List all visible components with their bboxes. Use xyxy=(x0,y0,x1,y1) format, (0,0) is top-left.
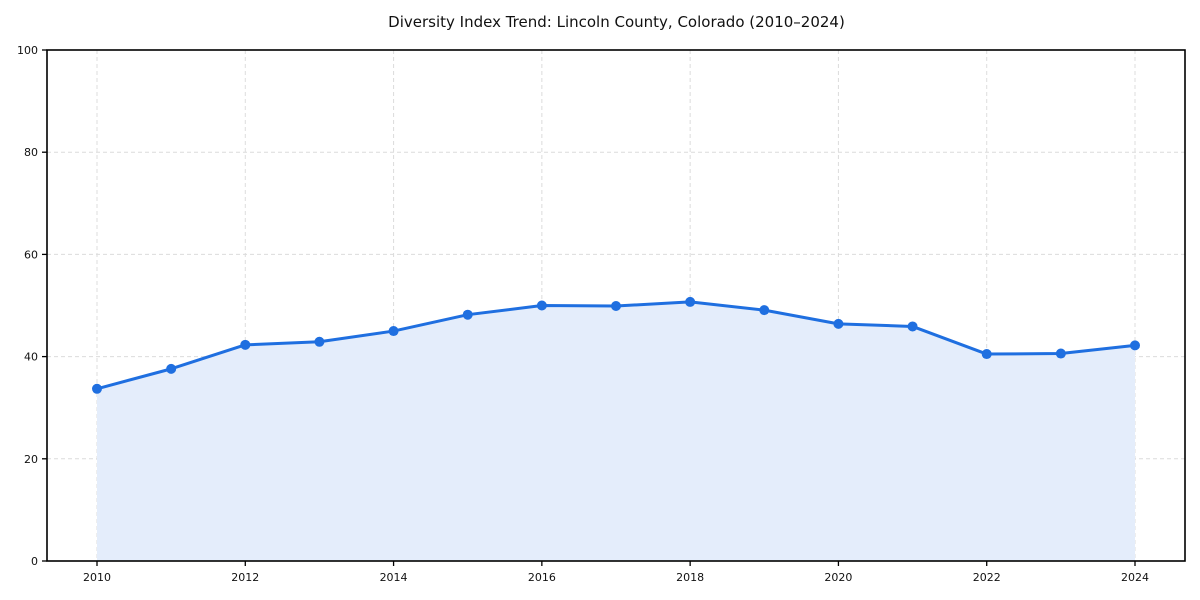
x-tick-label: 2016 xyxy=(528,571,556,584)
x-tick-label: 2010 xyxy=(83,571,111,584)
data-point xyxy=(1055,348,1066,359)
data-point xyxy=(833,318,844,329)
y-tick-label: 80 xyxy=(24,146,38,159)
data-point xyxy=(462,309,473,320)
y-tick-label: 60 xyxy=(24,248,38,261)
data-point xyxy=(240,339,251,350)
data-point xyxy=(907,321,918,332)
data-point xyxy=(92,383,102,394)
data-point xyxy=(314,336,325,347)
area-fill xyxy=(97,301,1135,561)
x-tick-label: 2020 xyxy=(824,571,852,584)
x-tick-label: 2022 xyxy=(973,571,1001,584)
y-tick-label: 0 xyxy=(31,555,38,568)
x-tick-label: 2018 xyxy=(676,571,704,584)
data-point xyxy=(611,301,621,312)
y-tick-label: 100 xyxy=(17,44,38,57)
x-tick-label: 2014 xyxy=(380,571,408,584)
data-point xyxy=(759,305,770,316)
x-tick-label: 2012 xyxy=(231,571,259,584)
data-point xyxy=(981,349,992,360)
data-point xyxy=(166,363,177,374)
chart-title: Diversity Index Trend: Lincoln County, C… xyxy=(388,13,845,31)
y-tick-label: 40 xyxy=(24,351,38,364)
data-point xyxy=(536,300,547,311)
data-point xyxy=(1130,340,1140,351)
data-point xyxy=(388,326,399,337)
y-tick-label: 20 xyxy=(24,453,38,466)
plot-border xyxy=(46,49,1186,562)
x-tick-label: 2024 xyxy=(1121,571,1149,584)
data-point xyxy=(685,296,696,307)
